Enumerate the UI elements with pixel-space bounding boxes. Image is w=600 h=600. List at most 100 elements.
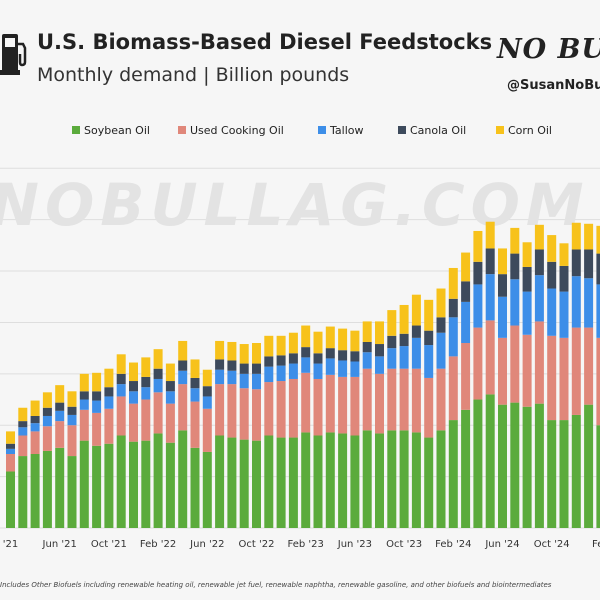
bars-group <box>6 221 600 528</box>
bar-segment-soybean <box>485 394 495 528</box>
bar-segment-soybean <box>301 432 311 528</box>
bar-segment-corn <box>30 400 40 416</box>
bar-segment-corn <box>165 363 175 382</box>
bar-segment-tallow <box>153 378 163 393</box>
bar-segment-tallow <box>362 352 372 369</box>
bar-segment-used_cooking <box>67 425 77 457</box>
bar-segment-corn <box>6 431 15 444</box>
bar-segment-corn <box>338 328 348 351</box>
bar-segment-soybean <box>153 433 163 528</box>
legend-item-corn: Corn Oil <box>496 124 552 137</box>
bar-segment-tallow <box>129 391 138 404</box>
bar-segment-tallow <box>350 361 360 377</box>
bar-segment-canola <box>338 350 348 361</box>
bar-segment-used_cooking <box>227 384 237 438</box>
bar-segment-corn <box>190 359 200 378</box>
bar-segment-corn <box>288 332 298 354</box>
chart-title: U.S. Biomass-Based Diesel Feedstocks <box>37 30 493 54</box>
bar-segment-canola <box>399 333 409 347</box>
bar-segment-soybean <box>129 441 138 528</box>
bar-segment-soybean <box>215 435 225 528</box>
bar-segment-soybean <box>534 403 544 528</box>
legend-swatch-corn <box>496 126 504 134</box>
bar-segment-used_cooking <box>141 399 151 441</box>
bar-segment-soybean <box>55 447 65 528</box>
legend-item-tallow: Tallow <box>318 124 363 137</box>
bar-segment-tallow <box>276 365 286 382</box>
bar-segment-tallow <box>55 410 65 422</box>
bar-segment-tallow <box>239 373 249 389</box>
bar-segment-used_cooking <box>485 320 495 395</box>
bar-segment-corn <box>571 222 581 250</box>
bar-segment-soybean <box>227 437 237 528</box>
legend-swatch-canola <box>398 126 406 134</box>
bar-segment-corn <box>178 340 188 361</box>
bar-segment-canola <box>79 391 89 400</box>
legend-item-soybean: Soybean Oil <box>72 124 150 137</box>
bar-segment-used_cooking <box>411 368 421 433</box>
bar-segment-corn <box>141 357 151 377</box>
bar-segment-used_cooking <box>350 376 360 436</box>
bar-segment-soybean <box>571 414 581 528</box>
bar-segment-tallow <box>461 301 471 343</box>
bar-segment-tallow <box>411 337 421 369</box>
legend-label-used_cooking: Used Cooking Oil <box>190 124 284 137</box>
bar-segment-soybean <box>411 432 421 528</box>
bar-segment-corn <box>264 335 274 357</box>
bar-segment-soybean <box>387 430 397 528</box>
bar-segment-soybean <box>596 425 600 528</box>
bar-segment-tallow <box>30 423 40 432</box>
bar-segment-corn <box>559 243 569 266</box>
bar-segment-tallow <box>584 278 594 328</box>
bar-segment-tallow <box>92 400 102 413</box>
bar-segment-soybean <box>92 445 102 528</box>
x-axis-ticks: '21 Jun '21 Oct '21 Feb '22 Jun '22 Oct '22 Fe… <box>3 539 600 550</box>
bar-segment-soybean <box>42 450 52 528</box>
bar-segment-canola <box>141 376 151 388</box>
bar-segment-canola <box>92 391 102 401</box>
bar-segment-corn <box>239 344 249 364</box>
bar-segment-corn <box>276 335 286 356</box>
bar-segment-corn <box>301 325 311 348</box>
x-tick-label: Jun '22 <box>189 539 224 550</box>
brand-logo: NO BUL <box>497 34 600 65</box>
x-tick-label: Feb '23 <box>288 539 324 550</box>
bar-segment-used_cooking <box>276 381 286 438</box>
bar-segment-used_cooking <box>288 378 298 438</box>
bar-segment-used_cooking <box>522 334 532 407</box>
bar-segment-canola <box>104 387 114 397</box>
x-tick-label: Oct '22 <box>239 539 275 550</box>
bar-segment-canola <box>547 261 557 289</box>
x-tick-label: Jun '23 <box>337 539 372 550</box>
bar-segment-corn <box>584 223 594 250</box>
bar-segment-used_cooking <box>313 378 323 436</box>
bar-segment-canola <box>436 317 446 333</box>
bar-segment-canola <box>584 249 594 279</box>
bar-segment-corn <box>18 407 28 422</box>
social-handle: @SusanNoBu <box>507 78 600 93</box>
bar-segment-used_cooking <box>252 389 261 441</box>
bar-segment-corn <box>411 294 421 326</box>
bar-segment-used_cooking <box>301 372 311 433</box>
bar-segment-canola <box>129 381 138 392</box>
bar-segment-canola <box>55 402 65 411</box>
bar-segment-tallow <box>559 291 569 338</box>
bar-segment-corn <box>375 321 384 345</box>
bar-segment-used_cooking <box>534 321 544 404</box>
bar-segment-tallow <box>399 346 409 369</box>
bar-segment-canola <box>559 265 569 292</box>
bar-segment-tallow <box>510 279 520 326</box>
bar-segment-canola <box>510 253 520 280</box>
bar-segment-tallow <box>338 360 348 377</box>
bar-segment-canola <box>448 298 458 318</box>
bar-segment-used_cooking <box>42 426 52 451</box>
bar-segment-corn <box>362 321 372 342</box>
bar-segment-soybean <box>79 440 89 528</box>
bar-segment-soybean <box>313 435 323 528</box>
bar-segment-corn <box>473 230 483 262</box>
bar-segment-canola <box>178 360 188 371</box>
bar-segment-canola <box>18 421 28 428</box>
bar-segment-used_cooking <box>424 377 434 438</box>
bar-segment-corn <box>104 368 114 388</box>
watermark-text: NOBULLAG.COM <box>0 171 590 239</box>
